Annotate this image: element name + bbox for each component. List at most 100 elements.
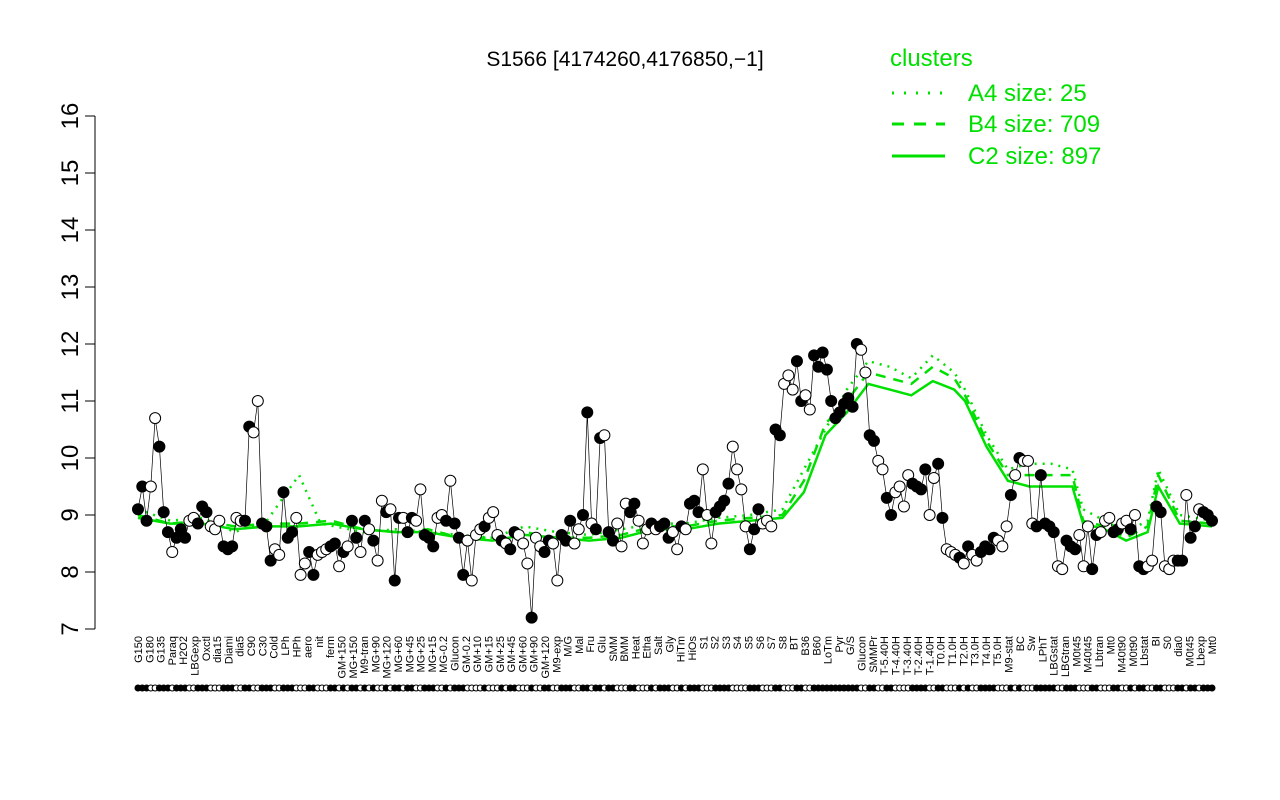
data-point [722,477,735,490]
data-point [880,491,893,504]
x-axis: G150 G180 G135 Paraq H2O2 LBGexp Oxctl dia15 Dia… [133,635,1219,692]
x-tick-label: T5.0H [992,636,1004,666]
x-tick-label: GM+10 [472,636,484,672]
data-point [1146,554,1159,567]
x-tick-label: Lbtran [1094,636,1106,667]
data-point [367,534,380,547]
x-tick-label: Mt0 [1207,636,1219,654]
rug-mark [1208,684,1216,692]
data-point [525,611,538,624]
x-tick-label: C30 [257,636,269,656]
x-tick-label: SMM [608,636,620,662]
data-point [1184,531,1197,544]
x-tick-label: MG+150 [348,636,360,679]
data-point [328,537,341,550]
data-point [773,429,786,442]
x-tick-label: dia5 [235,636,247,657]
y-tick-label: 10 [57,445,84,472]
data-point [765,520,778,533]
x-tick-label: Lbexp [1196,636,1208,666]
data-point [1000,520,1013,533]
data-point [551,574,564,587]
x-tick-label: GM+15 [483,636,495,672]
x-tick-label: LBGtran [1060,636,1072,677]
data-point [927,471,940,484]
x-tick-label: LBGexp [190,636,202,676]
x-tick-label: nit [314,636,326,648]
data-point [307,568,320,581]
x-tick-label: M40t90 [1117,636,1129,673]
data-point [859,366,872,379]
data-point [1124,523,1137,536]
x-tick-label: G/S [845,636,857,655]
x-tick-label: LPhT [1037,636,1049,663]
data-point [345,514,358,527]
data-point [628,497,641,510]
data-point [572,523,585,536]
x-tick-label: Etha [642,635,654,659]
data-point [341,540,354,553]
x-tick-label: C90 [246,636,258,656]
x-tick-label: MG+90 [370,636,382,672]
data-point [577,509,590,521]
x-tick-label: T-5.40H [879,636,891,675]
y-tick-label: 13 [57,274,84,301]
x-tick-label: Fru [585,636,597,653]
x-tick-label: M0t45 [1071,636,1083,667]
x-tick-label: MG+45 [404,636,416,672]
data-point [1009,469,1022,482]
y-tick-label: 8 [57,565,84,578]
data-point [1004,489,1017,502]
x-tick-label: Glu [597,636,609,653]
x-tick-label: T-3.40H [902,636,914,675]
x-tick-label: HPh [291,636,303,657]
x-tick-label: dia15 [212,636,224,663]
x-tick-label: BMM [619,636,631,662]
data-point [153,440,166,453]
legend-label-b4: B4 size: 709 [968,111,1100,138]
x-tick-label: MG+15 [427,636,439,672]
data-point [363,523,376,536]
x-tick-label: T4.0H [981,636,993,666]
data-point [735,483,748,496]
x-tick-label: HiOs [687,636,699,661]
data-point [504,543,517,556]
data-point [277,486,290,499]
data-point [1081,520,1094,533]
x-tick-label: LPh [280,636,292,656]
x-tick-label: G180 [144,636,156,663]
data-point [157,506,170,519]
data-point [932,457,945,470]
x-tick-label: BC [1015,636,1027,651]
data-point [354,546,367,559]
x-tick-label: T2.0H [958,636,970,666]
data-point [264,554,277,567]
data-point [726,440,739,453]
data-point [538,546,551,559]
data-point [564,514,577,527]
data-point [1086,563,1099,576]
y-tick-label: 11 [57,389,84,414]
data-point [816,346,829,359]
data-point [1094,526,1107,539]
data-point [251,395,264,407]
x-tick-label: Sw [1026,636,1038,651]
data-point [457,568,470,581]
data-point [696,463,709,476]
data-point [820,363,833,376]
data-point [461,534,474,547]
x-tick-label: BI [1150,636,1162,646]
x-tick-label: T3.0H [970,636,982,666]
x-tick-label: T0.0H [936,636,948,666]
data-point [149,412,162,425]
data-point [1073,528,1086,541]
x-tick-label: aero [303,636,315,658]
data-point [1176,554,1189,567]
data-point [444,474,457,487]
x-tick-label: MG+60 [393,636,405,672]
data-point [521,557,534,570]
data-point [666,526,679,539]
x-tick-label: HiTm [676,636,688,662]
x-tick-label: Lbstat [1139,636,1151,666]
data-point [658,517,671,530]
